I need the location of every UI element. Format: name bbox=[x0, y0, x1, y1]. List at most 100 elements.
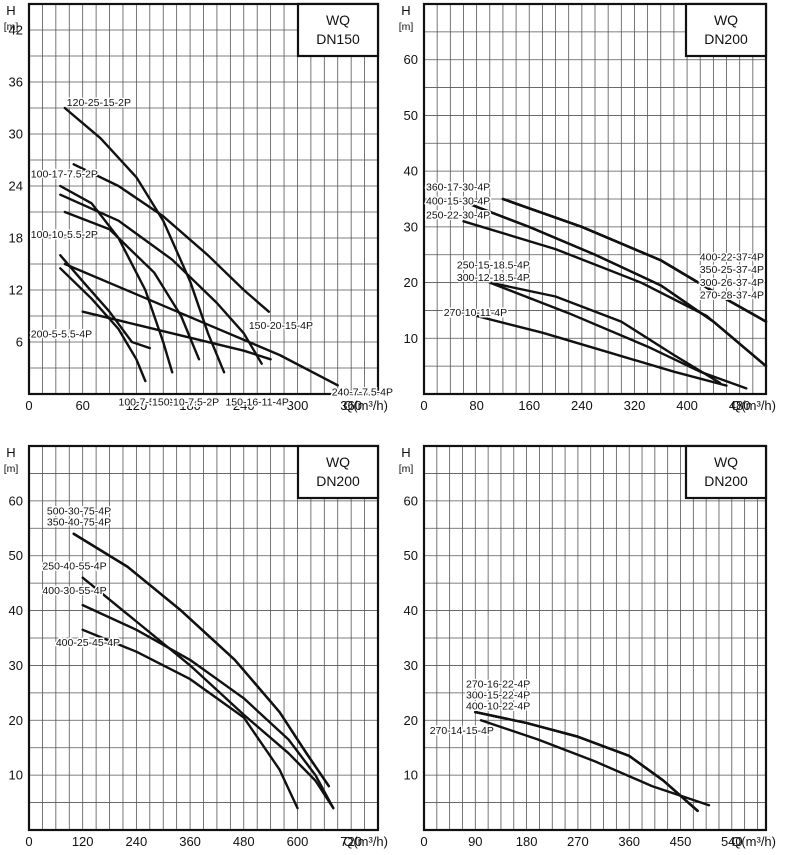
series-label: 200-5-5.5-4P bbox=[31, 329, 92, 341]
y-tick-label: 50 bbox=[404, 548, 418, 563]
series-line bbox=[63, 210, 201, 361]
title-box-line-1: WQ bbox=[326, 12, 350, 28]
x-tick-label: 240 bbox=[233, 398, 255, 413]
series-line bbox=[63, 106, 226, 374]
title-box bbox=[684, 2, 768, 58]
x-tick-label: 450 bbox=[670, 834, 692, 849]
x-tick-label: 80 bbox=[469, 398, 483, 413]
x-tick-label: 240 bbox=[126, 834, 148, 849]
y-axis-label-line-1: H bbox=[6, 3, 15, 18]
y-tick-label: 20 bbox=[9, 713, 23, 728]
series-line bbox=[59, 184, 174, 374]
y-tick-label: 60 bbox=[404, 52, 418, 67]
series-line bbox=[59, 254, 151, 350]
series-label: 100-7-5.5-2P bbox=[118, 396, 179, 408]
x-tick-label: 360 bbox=[179, 834, 201, 849]
y-tick-label: 30 bbox=[404, 219, 418, 234]
x-tick-label: 360 bbox=[340, 398, 362, 413]
x-tick-label: 400 bbox=[676, 398, 698, 413]
series-label: 270-16-22-4P bbox=[466, 678, 530, 690]
series-line bbox=[81, 603, 335, 810]
x-tick-label: 0 bbox=[420, 834, 427, 849]
title-box-line-1: WQ bbox=[714, 12, 738, 28]
y-tick-label: 18 bbox=[9, 231, 23, 246]
y-tick-label: 10 bbox=[404, 331, 418, 346]
series-label: 150-20-15-4P bbox=[249, 320, 313, 332]
title-box-line-2: DN150 bbox=[316, 31, 360, 47]
x-tick-label: 0 bbox=[420, 398, 427, 413]
x-axis-label: Q(m³/h) bbox=[731, 834, 776, 849]
series-label: 400-30-55-4P bbox=[42, 585, 106, 597]
series-group bbox=[462, 197, 768, 390]
x-tick-label: 180 bbox=[516, 834, 538, 849]
y-tick-label: 50 bbox=[404, 108, 418, 123]
series-label: 300-26-37-4P bbox=[700, 277, 764, 289]
series-label: 100-17-7.5-2P bbox=[31, 168, 98, 180]
series-line bbox=[475, 314, 728, 387]
title-box-line-2: DN200 bbox=[704, 473, 748, 489]
plot-frame bbox=[27, 2, 380, 396]
title-box-line-2: DN200 bbox=[316, 473, 360, 489]
series-label: 270-28-37-4P bbox=[700, 290, 764, 302]
y-tick-label: 42 bbox=[9, 23, 23, 38]
series-line bbox=[81, 628, 299, 810]
series-line bbox=[462, 200, 768, 368]
y-tick-label: 40 bbox=[404, 603, 418, 618]
plot-frame bbox=[422, 2, 768, 396]
series-label: 150-16-11-4P bbox=[225, 396, 288, 408]
series-line bbox=[59, 267, 147, 383]
series-label: 270-14-15-4P bbox=[430, 725, 494, 737]
x-tick-label: 270 bbox=[567, 834, 589, 849]
series-label: 270-10-11-4P bbox=[444, 307, 507, 319]
y-tick-label: 50 bbox=[9, 548, 23, 563]
series-label: 300-15-22-4P bbox=[466, 689, 530, 701]
y-tick-label: 6 bbox=[16, 335, 23, 350]
title-box bbox=[684, 444, 768, 500]
title-box-line-1: WQ bbox=[714, 454, 738, 470]
x-tick-label: 480 bbox=[233, 834, 255, 849]
series-label: 300-12-18.5-4P bbox=[457, 272, 530, 284]
y-tick-label: 60 bbox=[9, 493, 23, 508]
series-label: 150-10-7.5-2P bbox=[152, 396, 219, 408]
title-box bbox=[296, 444, 380, 500]
series-line bbox=[72, 163, 270, 313]
series-line bbox=[72, 532, 330, 788]
series-label: 360-17-30-4P bbox=[426, 182, 490, 194]
x-tick-label: 60 bbox=[75, 398, 89, 413]
y-tick-label: 60 bbox=[404, 493, 418, 508]
x-tick-label: 160 bbox=[518, 398, 540, 413]
series-line bbox=[63, 262, 339, 387]
y-axis-label-line-1: H bbox=[401, 3, 410, 18]
series-label: 400-22-37-4P bbox=[700, 251, 764, 263]
series-group bbox=[72, 532, 335, 810]
series-label: 350-25-37-4P bbox=[700, 264, 764, 276]
series-line bbox=[488, 281, 748, 390]
series-label: 250-22-30-4P bbox=[426, 210, 490, 222]
x-tick-label: 360 bbox=[618, 834, 640, 849]
series-line bbox=[72, 532, 330, 788]
y-tick-label: 10 bbox=[9, 768, 23, 783]
series-label: 350-40-75-4P bbox=[47, 517, 111, 529]
y-tick-label: 24 bbox=[9, 179, 23, 194]
y-axis-label-line-2: [m] bbox=[399, 21, 414, 33]
series-line bbox=[501, 197, 768, 323]
series-group bbox=[474, 710, 711, 812]
x-tick-label: 0 bbox=[25, 834, 32, 849]
chart-panel-1: WQ DN150 6 12 18 24 30 36 42 0 60 120 180 240 300 360 H [… bbox=[4, 2, 395, 413]
series-label: 500-30-75-4P bbox=[47, 506, 111, 518]
x-tick-label: 600 bbox=[287, 834, 309, 849]
y-axis-label-line-2: [m] bbox=[4, 463, 19, 475]
plot-frame bbox=[422, 444, 768, 832]
series-label: 400-15-30-4P bbox=[426, 196, 490, 208]
grid bbox=[29, 446, 378, 830]
y-axis-label-line-1: H bbox=[401, 445, 410, 460]
y-tick-label: 12 bbox=[9, 283, 23, 298]
series-line bbox=[474, 710, 699, 812]
series-label: 120-25-15-2P bbox=[67, 97, 131, 109]
y-axis-label-line-1: H bbox=[6, 445, 15, 460]
x-tick-label: 320 bbox=[624, 398, 646, 413]
series-label: 400-25-45-4P bbox=[56, 637, 120, 649]
x-tick-label: 540 bbox=[721, 834, 743, 849]
y-tick-label: 10 bbox=[404, 768, 418, 783]
